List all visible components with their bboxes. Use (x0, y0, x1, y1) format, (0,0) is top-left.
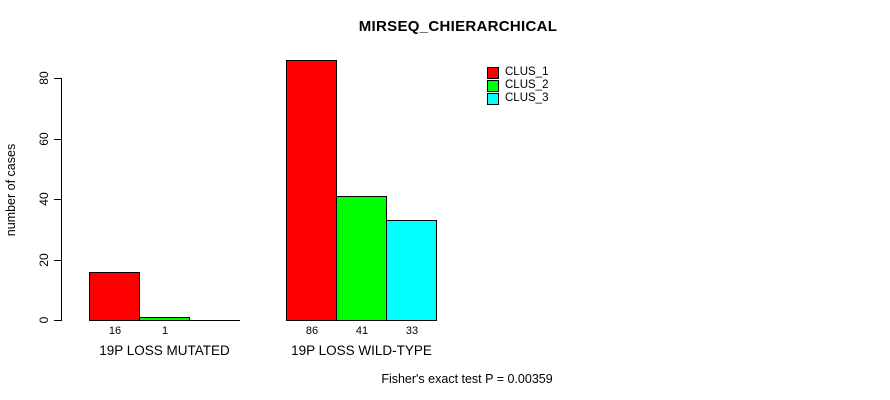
y-axis-tick (54, 320, 62, 321)
bar-value-label: 1 (161, 325, 169, 337)
bar-clus-2-19p-loss-mutated (139, 317, 190, 321)
legend-swatch-clus_3 (487, 92, 499, 105)
legend-swatch-clus_2 (487, 79, 499, 92)
y-axis-tick (54, 139, 62, 140)
bar-clus-3-19p-loss-wild-type (386, 220, 437, 321)
legend: CLUS_1 CLUS_2 CLUS_3 (487, 66, 548, 105)
legend-row-clus_3: CLUS_3 (487, 92, 548, 105)
bar-clus-1-19p-loss-wild-type (286, 60, 337, 321)
y-axis-tick (54, 260, 62, 261)
chart-title: MIRSEQ_CHIERARCHICAL (358, 18, 558, 35)
y-axis-tick-label: 0 (37, 316, 51, 324)
y-axis-tick-label: 40 (37, 192, 51, 206)
bar-value-label: 86 (305, 325, 319, 337)
bar-clus-2-19p-loss-wild-type (336, 196, 387, 321)
y-axis-tick-label: 80 (37, 71, 51, 85)
y-axis-tick (54, 199, 62, 200)
bar-value-label: 41 (355, 325, 369, 337)
legend-label: CLUS_2 (505, 79, 549, 91)
bar-clus-3-19p-loss-mutated (189, 320, 240, 321)
bar-value-label: 16 (108, 325, 122, 337)
pvalue-annotation: Fisher's exact test P = 0.00359 (381, 372, 553, 386)
legend-row-clus_2: CLUS_2 (487, 79, 548, 92)
x-category-label: 19P LOSS MUTATED (99, 343, 230, 358)
y-axis-tick (54, 78, 62, 79)
y-axis-tick-label: 60 (37, 132, 51, 146)
legend-row-clus_1: CLUS_1 (487, 66, 548, 79)
legend-swatch-clus_1 (487, 66, 499, 79)
legend-label: CLUS_3 (505, 92, 549, 104)
legend-label: CLUS_1 (505, 66, 549, 78)
y-axis-tick-label: 20 (37, 253, 51, 267)
bar-clus-1-19p-loss-mutated (89, 272, 140, 321)
x-category-label: 19P LOSS WILD-TYPE (291, 343, 432, 358)
bar-value-label: 33 (405, 325, 419, 337)
